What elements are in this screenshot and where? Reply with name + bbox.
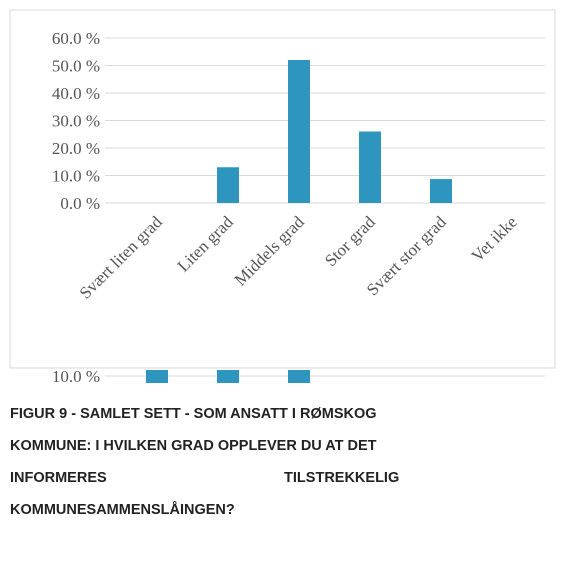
caption-line: FIGUR 9 - SAMLET SETT - SOM ANSATT I RØM…: [10, 406, 566, 422]
y-tick-label: 20.0 %: [52, 139, 100, 158]
y-tick-label: 40.0 %: [52, 84, 100, 103]
y-tick-label: 10.0 %: [52, 167, 100, 186]
chart-frame: [9, 9, 556, 369]
bleed-through: 10.0 %: [52, 367, 545, 386]
caption-text: INFORMERES: [10, 470, 107, 486]
y-tick-label: 50.0 %: [52, 57, 100, 76]
caption-line: KOMMUNESAMMENSLÅINGEN?: [10, 502, 566, 518]
y-tick-label: 60.0 %: [52, 29, 100, 48]
caption-text: KOMMUNESAMMENSLÅINGEN?: [10, 502, 235, 518]
caption-line: KOMMUNE: I HVILKEN GRAD OPPLEVER DU AT D…: [10, 438, 566, 454]
bar: [430, 179, 452, 203]
bar: [217, 167, 239, 203]
artifact-bar: [146, 370, 168, 383]
bar: [359, 131, 381, 203]
caption-text: TILSTREKKELIG: [284, 470, 400, 486]
artifact-bar: [288, 370, 310, 383]
artifact-bar: [217, 370, 239, 383]
caption-line: INFORMERESTILSTREKKELIGOM: [10, 470, 566, 486]
caption-text: FIGUR 9 - SAMLET SETT - SOM ANSATT I RØM…: [10, 406, 377, 422]
y-tick-label: 0.0 %: [60, 194, 100, 213]
caption-text: KOMMUNE: I HVILKEN GRAD OPPLEVER DU AT D…: [10, 438, 377, 454]
chart: 10.0 % 0.0 % 10.0 % 20.0 % 30.0 % 40.0 % 50.0…: [9, 9, 556, 386]
artifact-label: 10.0 %: [52, 367, 100, 386]
bar: [288, 60, 310, 203]
y-tick-label: 30.0 %: [52, 112, 100, 131]
